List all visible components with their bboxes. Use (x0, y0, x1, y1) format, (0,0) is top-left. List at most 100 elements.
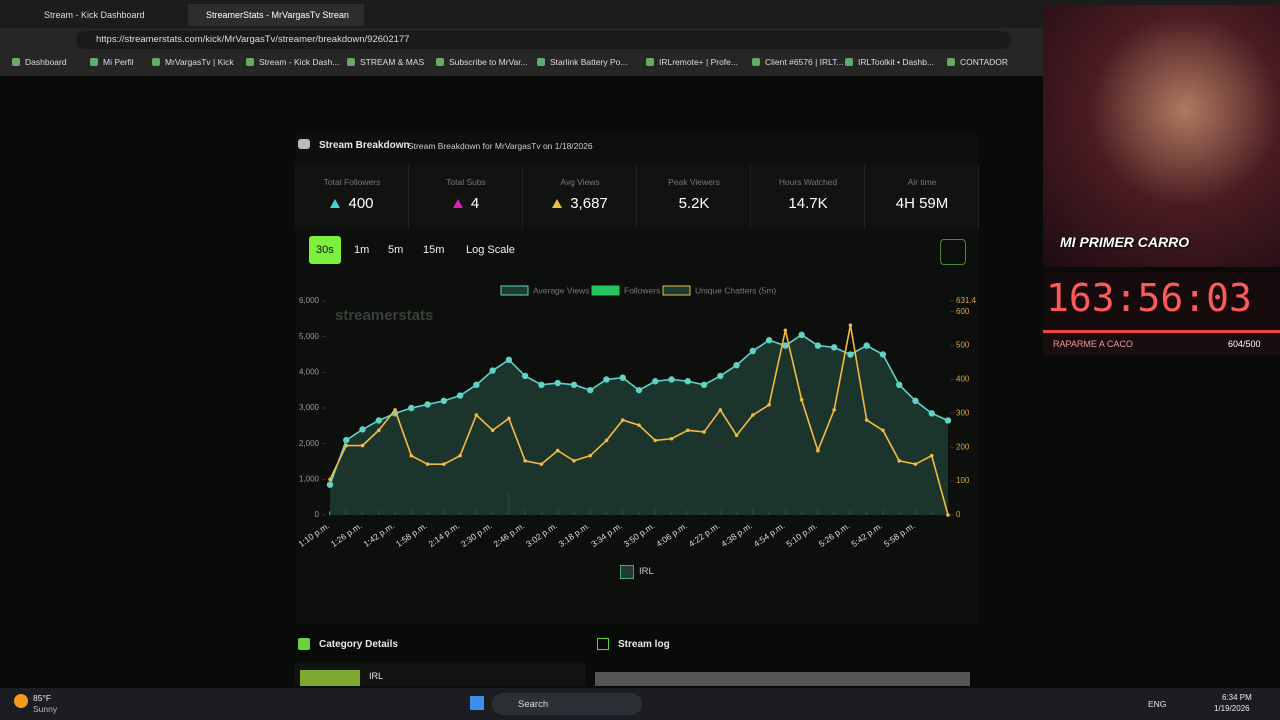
bookmark[interactable]: Dashboard (12, 57, 67, 67)
x-tick-label: 4:54 p.m. (752, 520, 787, 549)
temperature: 85°F (33, 693, 52, 703)
y-tick-label: 1,000 (299, 474, 320, 483)
y2-tick-label: 631.4 (956, 296, 977, 305)
point (424, 401, 431, 408)
point (767, 403, 771, 407)
point (652, 378, 659, 385)
stat-label: Avg Views (560, 177, 600, 187)
section-title: Category Details (319, 639, 398, 650)
start-button[interactable] (470, 696, 484, 710)
point (863, 342, 870, 349)
point (700, 381, 708, 389)
point (669, 436, 674, 441)
stat-card: Avg Views 3,687 (524, 165, 637, 229)
x-tick-label: 5:10 p.m. (784, 520, 819, 549)
chart: streamerstats 0 1,000 2,000 3,000 4,000 5,000 6… (296, 285, 977, 549)
interval-button[interactable]: 15m (423, 244, 445, 256)
y-tick-label: 5,000 (299, 332, 320, 341)
point (523, 458, 527, 463)
point (734, 433, 739, 438)
point (913, 462, 918, 466)
share-button[interactable] (940, 239, 966, 265)
point (749, 347, 757, 355)
point (619, 374, 626, 381)
point (474, 413, 479, 417)
point (408, 404, 415, 412)
bookmark[interactable]: Stream - Kick Dash... (246, 57, 339, 67)
interval-button[interactable]: 1m (354, 244, 370, 256)
point (881, 428, 885, 433)
point (783, 328, 788, 333)
watermark: streamerstats (335, 307, 433, 324)
tab[interactable]: Stream - Kick Dashboard (44, 10, 145, 20)
y2-tick-label: 500 (956, 341, 970, 350)
x-tick-label: 4:06 p.m. (654, 520, 689, 549)
stat-value: 5.2K (638, 195, 750, 212)
legend-label[interactable]: Followers (624, 285, 660, 295)
bookmark[interactable]: Subscribe to MrVar... (436, 57, 528, 67)
x-tick-label: 3:34 p.m. (589, 520, 624, 549)
clock-date: 1/19/2026 (1214, 704, 1250, 713)
stat-label: Air time (907, 177, 937, 187)
point (944, 417, 952, 424)
interval-button[interactable]: 5m (388, 244, 404, 256)
category-legend[interactable]: IRL (639, 566, 654, 577)
legend-label[interactable]: Average Views (533, 285, 589, 295)
bookmark[interactable]: Client #6576 | IRLT... (752, 57, 844, 67)
point (359, 426, 366, 433)
legend-label[interactable]: Unique Chatters (5m) (695, 285, 776, 295)
point (507, 416, 511, 421)
stat-value: 3,687 (524, 195, 636, 212)
stat-card: Hours Watched 14.7K (752, 165, 865, 229)
overlay-banner: MI PRIMER CARRO (1060, 234, 1190, 250)
stat-icon (552, 199, 563, 208)
bookmark[interactable]: IRLremote+ | Profe... (646, 57, 738, 67)
stat-card: Peak Viewers 5.2K (638, 165, 751, 229)
bookmark[interactable]: MrVargasTv | Kick (152, 57, 234, 67)
bookmark[interactable]: CONTADOR (947, 57, 1008, 67)
y2-tick-label: 400 (956, 375, 970, 384)
search-box[interactable] (492, 693, 642, 715)
point (328, 477, 332, 482)
point (782, 342, 789, 349)
point (588, 453, 593, 458)
stat-value: 14.7K (752, 195, 864, 212)
point (847, 351, 854, 358)
page-title: Stream Breakdown (319, 140, 410, 151)
stat-number: 14.7K (788, 195, 828, 212)
x-tick-label: 1:58 p.m. (394, 520, 429, 549)
address-bar[interactable]: https://streamerstats.com/kick/MrVargasT… (76, 31, 1011, 49)
x-tick-label: 5:58 p.m. (882, 520, 917, 549)
y2-tick-label: 0 (956, 510, 961, 519)
bookmark[interactable]: IRLToolkit • Dashb... (845, 57, 934, 67)
stat-number: 4H 59M (895, 195, 949, 212)
point (928, 410, 935, 417)
point (489, 367, 496, 374)
bookmark[interactable]: STREAM & MAS (347, 57, 424, 67)
interval-button[interactable]: Log Scale (466, 244, 515, 256)
point (326, 481, 334, 488)
y-tick-label: 6,000 (299, 296, 320, 305)
point (604, 438, 609, 443)
y2-tick-label: 100 (956, 476, 970, 485)
clock-time: 6:34 PM (1222, 693, 1252, 702)
point (409, 453, 414, 458)
point (685, 428, 690, 433)
language: ENG (1148, 699, 1167, 709)
point (538, 381, 545, 389)
x-tick-label: 2:46 p.m. (492, 520, 527, 549)
stat-icon (330, 199, 341, 208)
point (360, 443, 365, 448)
interval-button[interactable]: 30s (309, 236, 341, 264)
legend-swatch (620, 565, 634, 579)
y-tick-label: 2,000 (299, 439, 320, 448)
bookmark[interactable]: Mi Perfil (90, 57, 134, 67)
stat-number: 400 (348, 195, 374, 212)
y2-tick-label: 600 (956, 307, 970, 316)
tab[interactable]: StreamerStats - MrVargasTv Strean (188, 4, 364, 26)
category-name[interactable]: IRL (369, 671, 384, 681)
category-thumb (300, 670, 360, 686)
point (765, 337, 773, 344)
bookmark[interactable]: Starlink Battery Po... (537, 57, 627, 67)
point (555, 448, 560, 453)
